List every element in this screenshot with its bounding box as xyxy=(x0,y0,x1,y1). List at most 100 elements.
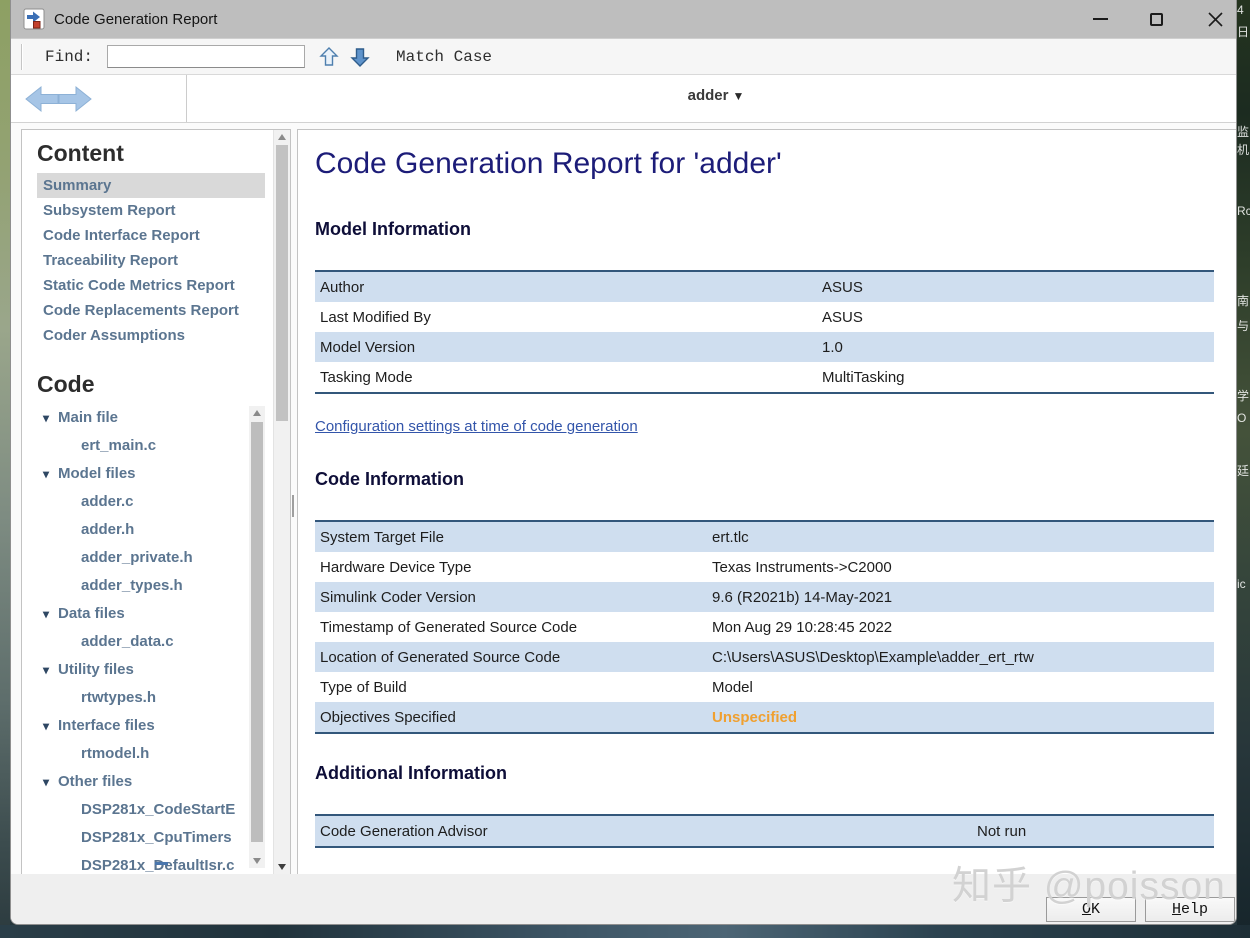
tree-category-utility-files[interactable]: ▾ Utility files xyxy=(37,656,249,684)
config-settings-link[interactable]: Configuration settings at time of code g… xyxy=(315,418,638,435)
row-value: ASUS xyxy=(822,278,863,296)
wallpaper-text-fragment: ic xyxy=(1237,577,1246,591)
table-row: Simulink Coder Version 9.6 (R2021b) 14-Ma… xyxy=(315,582,1214,612)
code-file-tree: ▾ Main file ert_main.c ▾ Model files adder.c a… xyxy=(37,404,249,874)
divider xyxy=(186,75,187,122)
ok-button[interactable]: OK xyxy=(1046,897,1136,922)
tree-category-other-files[interactable]: ▾ Other files xyxy=(37,768,249,796)
desktop-wallpaper-right: 4 日监机 Rc 南与学 O 廷 ic xyxy=(1237,0,1250,938)
tree-file-adder-private-h[interactable]: adder_private.h xyxy=(81,549,193,566)
table-row: System Target File ert.tlc xyxy=(315,522,1214,552)
scrollbar-thumb[interactable] xyxy=(251,422,263,842)
wallpaper-text-fragment: 4 xyxy=(1237,3,1244,17)
row-value: Unspecified xyxy=(712,708,798,726)
tree-file-dsp281x-defaultisr-c[interactable]: DSP281x_DefaultIsr.c xyxy=(81,857,235,874)
report-title: Code Generation Report for 'adder' xyxy=(315,147,782,180)
sidebar-scrollbar[interactable] xyxy=(273,130,290,874)
back-icon[interactable] xyxy=(25,85,59,118)
find-input[interactable] xyxy=(107,45,306,68)
row-value: Not run xyxy=(977,822,1027,840)
row-value: Model xyxy=(712,678,753,696)
additional-info-heading: Additional Information xyxy=(315,763,507,783)
code-heading: Code xyxy=(37,371,95,397)
collapse-triangle-icon[interactable]: ▾ xyxy=(43,775,50,789)
tree-category-interface-files[interactable]: ▾ Interface files xyxy=(37,712,249,740)
collapse-triangle-icon[interactable]: ▾ xyxy=(43,607,50,621)
sidebar-item-subsystem-report[interactable]: Subsystem Report xyxy=(43,202,176,219)
scroll-up-icon[interactable] xyxy=(249,406,265,420)
minimize-button[interactable] xyxy=(1079,0,1121,38)
toolbar-grip[interactable] xyxy=(21,43,23,70)
find-previous-icon[interactable] xyxy=(319,46,339,68)
model-dropdown[interactable]: adder ▼ xyxy=(651,87,781,104)
tree-scrollbar[interactable] xyxy=(249,406,265,868)
tree-file-dsp281x-cputimers[interactable]: DSP281x_CpuTimers xyxy=(81,829,232,846)
wallpaper-text-fragment: 廷 xyxy=(1237,464,1250,478)
row-label: Tasking Mode xyxy=(320,368,413,386)
tree-file-adder-types-h[interactable]: adder_types.h xyxy=(81,577,183,594)
tree-file-adder-data-c[interactable]: adder_data.c xyxy=(81,633,174,650)
table-row: Location of Generated Source Code C:\User… xyxy=(315,642,1214,672)
maximize-button[interactable] xyxy=(1135,0,1177,38)
row-label: Model Version xyxy=(320,338,416,356)
row-value: 1.0 xyxy=(822,338,843,356)
tree-category-data-files[interactable]: ▾ Data files xyxy=(37,600,249,628)
tree-file-dsp281x-codestarte[interactable]: DSP281x_CodeStartE xyxy=(81,801,236,818)
minimize-icon xyxy=(1092,18,1108,20)
table-row: Objectives Specified Unspecified xyxy=(315,702,1214,732)
model-name: adder xyxy=(687,87,729,104)
footer-bar: OK Help xyxy=(11,874,1236,924)
match-case-toggle[interactable]: Match Case xyxy=(396,47,493,66)
tree-category-label: Utility files xyxy=(58,661,134,678)
row-value: 9.6 (R2021b) 14-May-2021 xyxy=(712,588,893,606)
row-value: MultiTasking xyxy=(822,368,905,386)
find-next-icon[interactable] xyxy=(350,46,370,68)
horizontal-scroll-thumb[interactable] xyxy=(155,862,168,865)
tree-category-main-file[interactable]: ▾ Main file xyxy=(37,404,249,432)
close-button[interactable] xyxy=(1193,0,1236,38)
row-label: System Target File xyxy=(320,528,444,546)
sidebar-item-traceability-report[interactable]: Traceability Report xyxy=(43,252,179,269)
splitter-handle[interactable] xyxy=(292,495,294,517)
forward-icon[interactable] xyxy=(58,85,92,118)
scroll-down-icon[interactable] xyxy=(274,860,290,874)
close-icon xyxy=(1207,11,1223,27)
desktop-wallpaper-left xyxy=(0,0,10,938)
collapse-triangle-icon[interactable]: ▾ xyxy=(43,719,50,733)
sidebar-item-summary[interactable]: Summary xyxy=(37,173,265,198)
wallpaper-text-fragment: 与 xyxy=(1237,319,1250,333)
sidebar-panel: Content Summary Subsystem Report Code Inte… xyxy=(21,129,291,875)
row-label: Author xyxy=(320,278,365,296)
report-panel: Code Generation Report for 'adder' Model… xyxy=(297,129,1236,875)
sidebar-item-code-replacements-report[interactable]: Code Replacements Report xyxy=(43,302,239,319)
tree-file-ert-main-c[interactable]: ert_main.c xyxy=(81,437,157,454)
tree-file-rtwtypes-h[interactable]: rtwtypes.h xyxy=(81,689,157,706)
row-value: Mon Aug 29 10:28:45 2022 xyxy=(712,618,893,636)
scrollbar-thumb[interactable] xyxy=(276,145,288,421)
window-title: Code Generation Report xyxy=(54,10,218,28)
collapse-triangle-icon[interactable]: ▾ xyxy=(43,467,50,481)
table-row: Hardware Device Type Texas Instruments->C… xyxy=(315,552,1214,582)
row-label: Timestamp of Generated Source Code xyxy=(320,618,578,636)
scroll-up-icon[interactable] xyxy=(274,130,290,144)
row-label: Simulink Coder Version xyxy=(320,588,476,606)
scroll-down-icon[interactable] xyxy=(249,854,265,868)
main-area: Content Summary Subsystem Report Code Inte… xyxy=(11,123,1236,875)
collapse-triangle-icon[interactable]: ▾ xyxy=(43,411,50,425)
desktop-wallpaper-bottom xyxy=(0,925,1250,938)
tree-file-adder-h[interactable]: adder.h xyxy=(81,521,135,538)
sidebar-item-coder-assumptions[interactable]: Coder Assumptions xyxy=(43,327,185,344)
sidebar-item-code-interface-report[interactable]: Code Interface Report xyxy=(43,227,200,244)
tree-file-rtmodel-h[interactable]: rtmodel.h xyxy=(81,745,150,762)
sidebar-item-static-code-metrics-report[interactable]: Static Code Metrics Report xyxy=(43,277,235,294)
row-label: Hardware Device Type xyxy=(320,558,472,576)
collapse-triangle-icon[interactable]: ▾ xyxy=(43,663,50,677)
tree-file-adder-c[interactable]: adder.c xyxy=(81,493,134,510)
model-info-table: Author ASUS Last Modified By ASUS Model Vers… xyxy=(315,270,1214,394)
row-label: Code Generation Advisor xyxy=(320,822,488,840)
help-button[interactable]: Help xyxy=(1145,897,1235,922)
tree-category-label: Model files xyxy=(58,465,136,482)
row-label: Objectives Specified xyxy=(320,708,456,726)
tree-category-model-files[interactable]: ▾ Model files xyxy=(37,460,249,488)
title-bar[interactable]: Code Generation Report xyxy=(11,0,1236,38)
